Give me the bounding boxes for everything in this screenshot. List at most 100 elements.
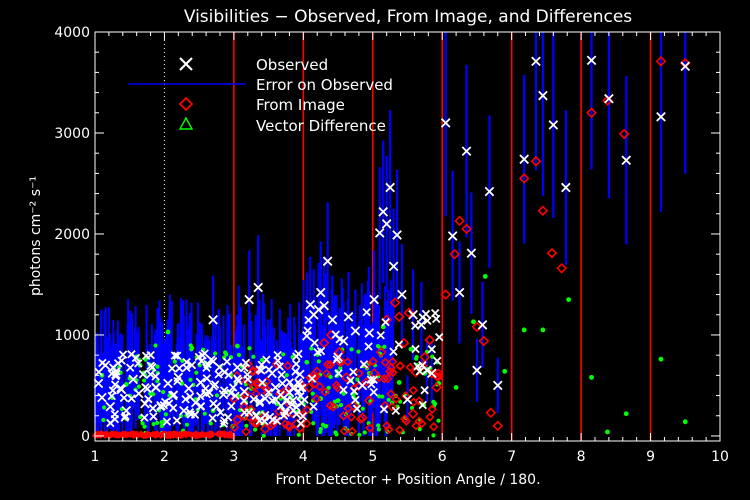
image-point <box>546 247 558 259</box>
observed-point <box>461 146 472 157</box>
observed-point <box>146 361 155 371</box>
observed-point <box>267 368 277 379</box>
observed-point <box>183 383 194 394</box>
observed-point <box>121 405 132 416</box>
image-point <box>586 107 597 119</box>
difference-point <box>155 420 160 426</box>
difference-point <box>136 384 142 389</box>
image-point <box>346 412 357 422</box>
observed-point <box>148 404 158 413</box>
x-tick-label: 8 <box>577 449 586 465</box>
image-point <box>241 426 251 437</box>
image-point <box>121 430 129 438</box>
legend-image-label: From Image <box>256 96 345 114</box>
image-point <box>302 405 312 415</box>
difference-point <box>261 433 266 438</box>
image-point <box>357 412 368 424</box>
observed-point <box>255 397 265 406</box>
image-point <box>405 362 415 373</box>
image-point <box>339 426 350 436</box>
image-point <box>274 406 284 417</box>
difference-point <box>167 393 172 398</box>
difference-point <box>360 406 365 411</box>
difference-point <box>380 394 385 399</box>
observed-point <box>531 56 541 67</box>
difference-point <box>328 374 333 380</box>
x-tick-label: 5 <box>368 449 377 465</box>
image-point <box>618 128 630 140</box>
image-point <box>386 362 396 373</box>
observed-point <box>389 347 398 356</box>
y-tick-label: 0 <box>81 429 90 445</box>
difference-point <box>338 403 344 408</box>
observed-point <box>376 331 385 340</box>
observed-point <box>119 393 129 403</box>
difference-point <box>682 419 688 425</box>
observed-point <box>173 372 184 383</box>
observed-point <box>421 309 431 319</box>
difference-point <box>296 432 301 437</box>
difference-point <box>424 349 430 354</box>
observed-point <box>243 375 253 384</box>
image-point <box>354 368 364 379</box>
observed-point <box>291 359 301 369</box>
difference-point <box>335 398 341 404</box>
observed-point <box>210 380 220 389</box>
image-point <box>320 387 330 397</box>
image-point <box>328 402 339 412</box>
observed-point <box>275 362 284 371</box>
difference-point <box>259 357 265 363</box>
image-point <box>449 248 461 260</box>
observed-point <box>388 261 399 272</box>
difference-point <box>151 421 156 427</box>
difference-point <box>244 423 249 428</box>
image-point <box>167 432 174 439</box>
observed-point <box>105 401 116 412</box>
x-tick-label: 2 <box>160 449 169 465</box>
image-point <box>454 215 465 227</box>
observed-point <box>111 371 120 381</box>
image-point <box>248 365 258 376</box>
observed-point <box>381 219 392 229</box>
difference-point <box>436 418 441 423</box>
difference-point <box>377 394 382 399</box>
observed-point <box>110 410 120 419</box>
difference-point <box>202 411 207 416</box>
image-point <box>281 384 292 395</box>
observed-point <box>133 388 144 399</box>
image-point <box>393 311 405 323</box>
image-point <box>321 368 332 379</box>
observed-point <box>211 401 222 412</box>
x-axis-label: Front Detector + Position Angle / 180. <box>275 472 540 488</box>
observed-point <box>222 357 232 366</box>
image-point <box>229 422 240 433</box>
observed-point <box>227 401 236 411</box>
observed-point <box>224 370 233 380</box>
observed-point <box>169 403 178 413</box>
observed-point <box>338 336 349 346</box>
observed-point <box>359 360 369 369</box>
observed-point <box>264 388 273 397</box>
observed-point <box>258 378 267 387</box>
image-point <box>485 407 497 419</box>
image-point <box>655 55 667 67</box>
difference-point <box>658 356 664 362</box>
observed-point <box>319 300 330 311</box>
image-point <box>537 205 549 217</box>
observed-point <box>432 314 441 324</box>
observed-point <box>151 382 161 393</box>
legend-image-marker <box>178 96 194 112</box>
observed-point <box>151 372 160 381</box>
observed-point <box>295 369 305 380</box>
image-point <box>434 371 444 382</box>
observed-point <box>167 390 178 401</box>
image-point <box>461 223 472 235</box>
observed-point <box>349 386 359 396</box>
error-bar-layer <box>94 32 687 436</box>
observed-point <box>241 358 251 368</box>
observed-point <box>172 416 182 425</box>
observed-point <box>309 402 318 411</box>
difference-point <box>247 346 252 351</box>
image-point <box>408 385 419 396</box>
image-point <box>365 423 375 433</box>
